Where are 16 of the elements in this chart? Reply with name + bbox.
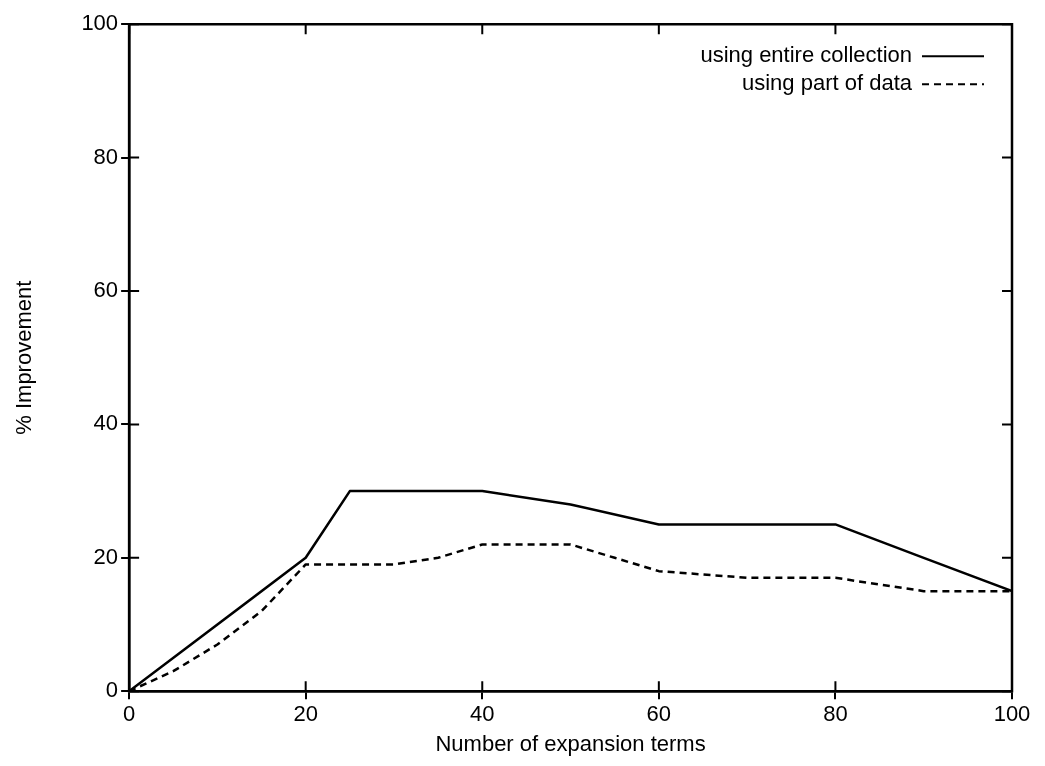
x-axis-title: Number of expansion terms [435,730,706,756]
y-tick-label: 20 [93,543,119,569]
x-tick-label: 40 [470,701,495,727]
y-tick-label: 100 [81,10,119,36]
x-tick-label: 100 [993,701,1031,727]
y-tick-label: 60 [93,277,119,303]
y-tick-label: 80 [93,143,119,169]
x-tick-label: 80 [823,701,848,727]
y-axis-title: % Improvement [11,280,37,435]
legend-label: using part of data [741,70,913,96]
x-tick-label: 0 [122,701,136,727]
legend-label: using entire collection [700,42,912,68]
y-tick-label: 40 [93,410,119,436]
x-tick-label: 20 [293,701,318,727]
x-tick-label: 60 [646,701,672,727]
y-tick-label: 0 [105,677,119,703]
